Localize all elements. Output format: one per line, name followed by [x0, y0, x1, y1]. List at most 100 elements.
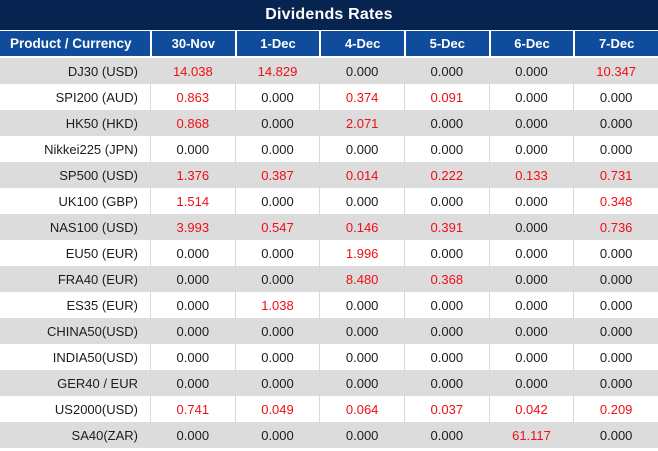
value-cell: 0.000 — [234, 344, 320, 370]
value-cell: 0.146 — [319, 214, 404, 240]
value-cell: 0.000 — [488, 214, 574, 240]
value-cell: 0.000 — [573, 110, 658, 136]
value-cell: 0.000 — [403, 110, 489, 136]
date-header: 5-Dec — [403, 31, 489, 56]
value-cell: 0.000 — [488, 84, 574, 110]
value-cell: 0.000 — [150, 318, 235, 344]
value-cell: 0.000 — [234, 136, 320, 162]
product-cell: NAS100 (USD) — [49, 219, 138, 235]
table-body: DJ30 (USD) 14.038 14.829 0.000 0.000 0.000 10.… — [0, 58, 658, 448]
header-row: Product / Currency 30-Nov 1-Dec 4-Dec 5-… — [0, 31, 658, 58]
value-cell: 0.000 — [573, 136, 658, 162]
value-cell: 0.000 — [403, 188, 489, 214]
value-cell: 1.996 — [319, 240, 404, 266]
value-cell: 1.376 — [150, 162, 235, 188]
product-cell: SP500 (USD) — [59, 167, 138, 183]
value-cell: 0.000 — [150, 344, 235, 370]
table-row: US2000(USD) 0.741 0.049 0.064 0.037 0.042 0.20… — [0, 396, 658, 422]
table-row: Nikkei225 (JPN) 0.000 0.000 0.000 0.000 0.000… — [0, 136, 658, 162]
value-cell: 0.000 — [488, 318, 574, 344]
value-cell: 0.000 — [150, 292, 235, 318]
product-cell: SPI200 (AUD) — [55, 89, 138, 105]
value-cell: 0.000 — [573, 318, 658, 344]
value-cell: 0.000 — [150, 240, 235, 266]
value-cell: 0.863 — [150, 84, 235, 110]
value-cell: 0.000 — [319, 422, 404, 448]
product-cell: ES35 (EUR) — [66, 297, 138, 313]
value-cell: 0.000 — [319, 344, 404, 370]
product-cell: HK50 (HKD) — [65, 115, 138, 131]
value-cell: 0.000 — [488, 344, 574, 370]
table-row: DJ30 (USD) 14.038 14.829 0.000 0.000 0.000 10.… — [0, 58, 658, 84]
value-cell: 0.000 — [319, 370, 404, 396]
value-cell: 0.374 — [319, 84, 404, 110]
value-cell: 0.391 — [403, 214, 489, 240]
value-cell: 0.000 — [234, 370, 320, 396]
product-cell: GER40 / EUR — [57, 375, 138, 391]
value-cell: 0.000 — [150, 266, 235, 292]
value-cell: 0.000 — [319, 58, 404, 84]
table-row: NAS100 (USD) 3.993 0.547 0.146 0.391 0.000 0.7… — [0, 214, 658, 240]
date-header: 1-Dec — [234, 31, 320, 56]
value-cell: 0.000 — [573, 422, 658, 448]
value-cell: 0.209 — [573, 396, 658, 422]
value-cell: 0.000 — [573, 84, 658, 110]
value-cell: 2.071 — [319, 110, 404, 136]
value-cell: 1.038 — [234, 292, 320, 318]
value-cell: 0.000 — [403, 344, 489, 370]
value-cell: 0.000 — [488, 58, 574, 84]
table-row: ES35 (EUR) 0.000 1.038 0.000 0.000 0.000 0.000 — [0, 292, 658, 318]
value-cell: 0.000 — [403, 292, 489, 318]
product-cell: DJ30 (USD) — [67, 63, 138, 79]
value-cell: 0.000 — [403, 422, 489, 448]
product-cell: FRA40 (EUR) — [57, 271, 138, 287]
value-cell: 0.000 — [234, 422, 320, 448]
value-cell: 0.049 — [234, 396, 320, 422]
value-cell: 0.000 — [403, 370, 489, 396]
value-cell: 0.133 — [488, 162, 574, 188]
value-cell: 0.000 — [488, 370, 574, 396]
table-row: HK50 (HKD) 0.868 0.000 2.071 0.000 0.000 0.000 — [0, 110, 658, 136]
value-cell: 0.731 — [573, 162, 658, 188]
value-cell: 0.000 — [234, 188, 320, 214]
value-cell: 0.000 — [573, 344, 658, 370]
value-cell: 0.547 — [234, 214, 320, 240]
table-row: SPI200 (AUD) 0.863 0.000 0.374 0.091 0.000 0.0… — [0, 84, 658, 110]
value-cell: 0.387 — [234, 162, 320, 188]
table-row: INDIA50(USD) 0.000 0.000 0.000 0.000 0.000 0.0… — [0, 344, 658, 370]
value-cell: 1.514 — [150, 188, 235, 214]
table-row: SA40(ZAR) 0.000 0.000 0.000 0.000 61.117 0.000 — [0, 422, 658, 448]
value-cell: 0.000 — [488, 136, 574, 162]
value-cell: 0.000 — [319, 292, 404, 318]
value-cell: 0.000 — [234, 240, 320, 266]
table-row: FRA40 (EUR) 0.000 0.000 8.480 0.368 0.000 0.00… — [0, 266, 658, 292]
value-cell: 0.000 — [488, 240, 574, 266]
value-cell: 0.000 — [234, 110, 320, 136]
value-cell: 0.000 — [403, 318, 489, 344]
value-cell: 0.042 — [488, 396, 574, 422]
value-cell: 0.000 — [150, 370, 235, 396]
value-cell: 0.368 — [403, 266, 489, 292]
table-row: CHINA50(USD) 0.000 0.000 0.000 0.000 0.000 0.0… — [0, 318, 658, 344]
value-cell: 0.222 — [403, 162, 489, 188]
value-cell: 10.347 — [573, 58, 658, 84]
table-row: UK100 (GBP) 1.514 0.000 0.000 0.000 0.000 0.34… — [0, 188, 658, 214]
table-row: EU50 (EUR) 0.000 0.000 1.996 0.000 0.000 0.000 — [0, 240, 658, 266]
product-cell: CHINA50(USD) — [46, 323, 138, 339]
product-cell: Nikkei225 (JPN) — [44, 141, 138, 157]
product-currency-header: Product / Currency — [10, 36, 132, 51]
value-cell: 0.000 — [319, 136, 404, 162]
value-cell: 0.000 — [573, 370, 658, 396]
product-cell: INDIA50(USD) — [52, 349, 138, 365]
table-row: SP500 (USD) 1.376 0.387 0.014 0.222 0.133 0.73… — [0, 162, 658, 188]
value-cell: 0.000 — [488, 110, 574, 136]
value-cell: 8.480 — [319, 266, 404, 292]
value-cell: 14.829 — [234, 58, 320, 84]
value-cell: 14.038 — [150, 58, 235, 84]
value-cell: 0.000 — [488, 292, 574, 318]
date-header: 4-Dec — [319, 31, 404, 56]
value-cell: 0.037 — [403, 396, 489, 422]
value-cell: 0.000 — [573, 292, 658, 318]
value-cell: 0.000 — [150, 136, 235, 162]
